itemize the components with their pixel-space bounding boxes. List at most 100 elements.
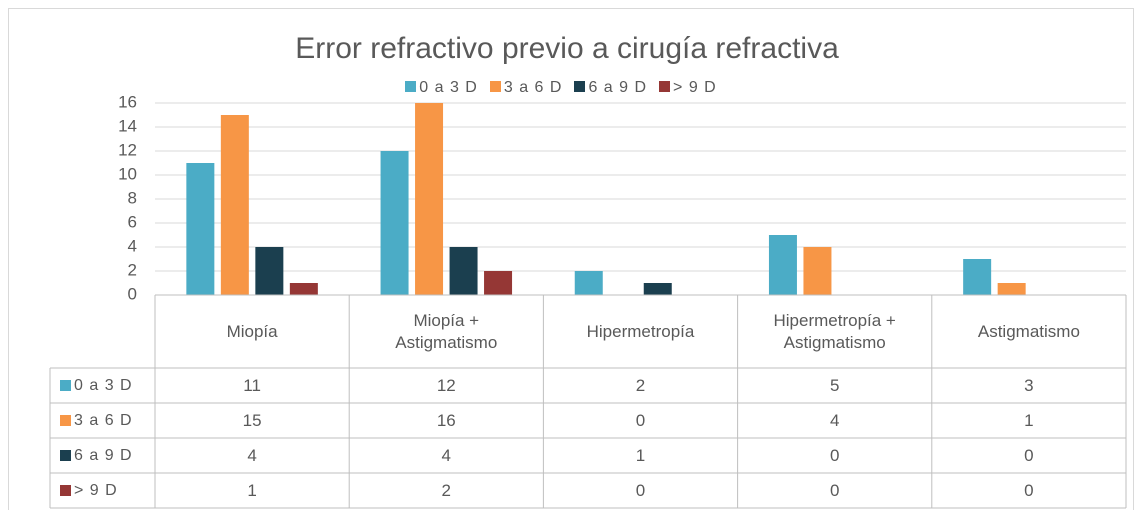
- chart-title: Error refractivo previo a cirugía refrac…: [295, 32, 839, 65]
- table-value: 16: [349, 403, 543, 438]
- row-header: > 9 D: [50, 473, 155, 508]
- legend-key: [60, 380, 71, 391]
- category-label: Miopía + Astigmatismo: [349, 295, 543, 368]
- table-value: 12: [349, 368, 543, 403]
- legend-item: > 9 D: [659, 77, 717, 99]
- legend: 0 a 3 D 3 a 6 D 6 a 9 D > 9 D: [0, 77, 1134, 99]
- row-header: 6 a 9 D: [50, 438, 155, 473]
- legend-item: 6 a 9 D: [574, 77, 647, 99]
- category-label: Miopía: [155, 295, 349, 368]
- value-text: 0: [829, 480, 840, 500]
- table-value: 0: [932, 473, 1126, 508]
- legend-key: [60, 450, 71, 461]
- bar: [255, 247, 284, 295]
- row-label: 3 a 6 D: [74, 411, 133, 429]
- value-text: 3: [1024, 375, 1034, 395]
- table-value: 15: [155, 403, 349, 438]
- value-text: 11: [243, 375, 261, 395]
- table-value: 4: [349, 438, 543, 473]
- row-label: 6 a 9 D: [74, 446, 133, 464]
- category-text: Hipermetropía: [586, 321, 695, 341]
- legend-label: > 9 D: [673, 79, 717, 96]
- table-value: 3: [932, 368, 1126, 403]
- value-text: 1: [635, 445, 646, 465]
- legend-label: 3 a 6 D: [503, 79, 563, 96]
- y-tick-label: 16: [118, 92, 137, 111]
- value-text: 1: [247, 480, 257, 500]
- legend-key: [60, 485, 71, 496]
- value-text: 4: [247, 445, 257, 465]
- legend-label: 0 a 3 D: [419, 79, 478, 96]
- category-text: Miopía + Astigmatismo: [395, 310, 498, 352]
- category-text: Miopía: [226, 321, 278, 341]
- value-text: 1: [1024, 410, 1034, 430]
- table-value: 1: [155, 473, 349, 508]
- bar: [484, 271, 513, 295]
- y-tick-label: 4: [128, 236, 137, 255]
- category-text: Hipermetropía + Astigmatismo: [773, 310, 896, 352]
- y-tick-label: 0: [128, 284, 137, 303]
- bar: [449, 247, 478, 295]
- table-value: 5: [738, 368, 932, 403]
- legend-item: 0 a 3 D: [405, 77, 478, 99]
- table-value: 0: [932, 438, 1126, 473]
- bar: [380, 151, 409, 295]
- table-value: 11: [155, 368, 349, 403]
- y-tick-label: 2: [128, 260, 137, 279]
- category-label: Hipermetropía: [543, 295, 737, 368]
- value-text: 0: [1024, 480, 1034, 500]
- legend-key: [405, 81, 417, 92]
- y-tick-label: 10: [118, 164, 137, 183]
- bar: [643, 283, 672, 295]
- table-value: 0: [738, 473, 932, 508]
- table-value: 4: [155, 438, 349, 473]
- y-tick-label: 6: [128, 212, 137, 231]
- legend-item: 3 a 6 D: [489, 77, 563, 99]
- category-text: Astigmatismo: [977, 321, 1080, 341]
- bar: [289, 283, 318, 295]
- row-header: 3 a 6 D: [50, 403, 155, 438]
- value-text: 15: [242, 410, 262, 430]
- bar: [186, 163, 215, 295]
- y-tick-label: 8: [128, 188, 137, 207]
- bar: [574, 271, 603, 295]
- table-value: 4: [738, 403, 932, 438]
- value-text: 2: [635, 375, 646, 395]
- bar: [220, 115, 249, 295]
- table-value: 0: [738, 438, 932, 473]
- legend-label: 6 a 9 D: [588, 79, 648, 96]
- value-text: 4: [441, 445, 452, 465]
- value-text: 0: [1024, 445, 1034, 465]
- category-label: Hipermetropía + Astigmatismo: [738, 295, 932, 368]
- value-text: 0: [829, 445, 840, 465]
- table-value: 2: [543, 368, 737, 403]
- y-tick-label: 12: [118, 140, 137, 159]
- table-value: 0: [543, 403, 737, 438]
- legend-key: [659, 81, 671, 92]
- y-tick-label: 14: [118, 116, 137, 135]
- value-text: 2: [441, 480, 452, 500]
- bar: [415, 103, 444, 295]
- category-label: Astigmatismo: [932, 295, 1126, 368]
- row-header: 0 a 3 D: [50, 368, 155, 403]
- table-value: 2: [349, 473, 543, 508]
- value-text: 12: [436, 375, 456, 395]
- bar: [803, 247, 832, 295]
- legend-key: [489, 81, 501, 92]
- value-text: 16: [436, 410, 456, 430]
- row-label: > 9 D: [74, 481, 118, 499]
- legend-key: [60, 415, 71, 426]
- table-value: 1: [932, 403, 1126, 438]
- value-text: 0: [635, 410, 646, 430]
- table-value: 0: [543, 473, 737, 508]
- bar: [768, 235, 797, 295]
- bar: [997, 283, 1026, 295]
- row-label: 0 a 3 D: [74, 376, 133, 394]
- value-text: 4: [829, 410, 840, 430]
- legend-key: [574, 81, 586, 92]
- value-text: 0: [635, 480, 646, 500]
- bar: [963, 259, 992, 295]
- value-text: 5: [829, 375, 840, 395]
